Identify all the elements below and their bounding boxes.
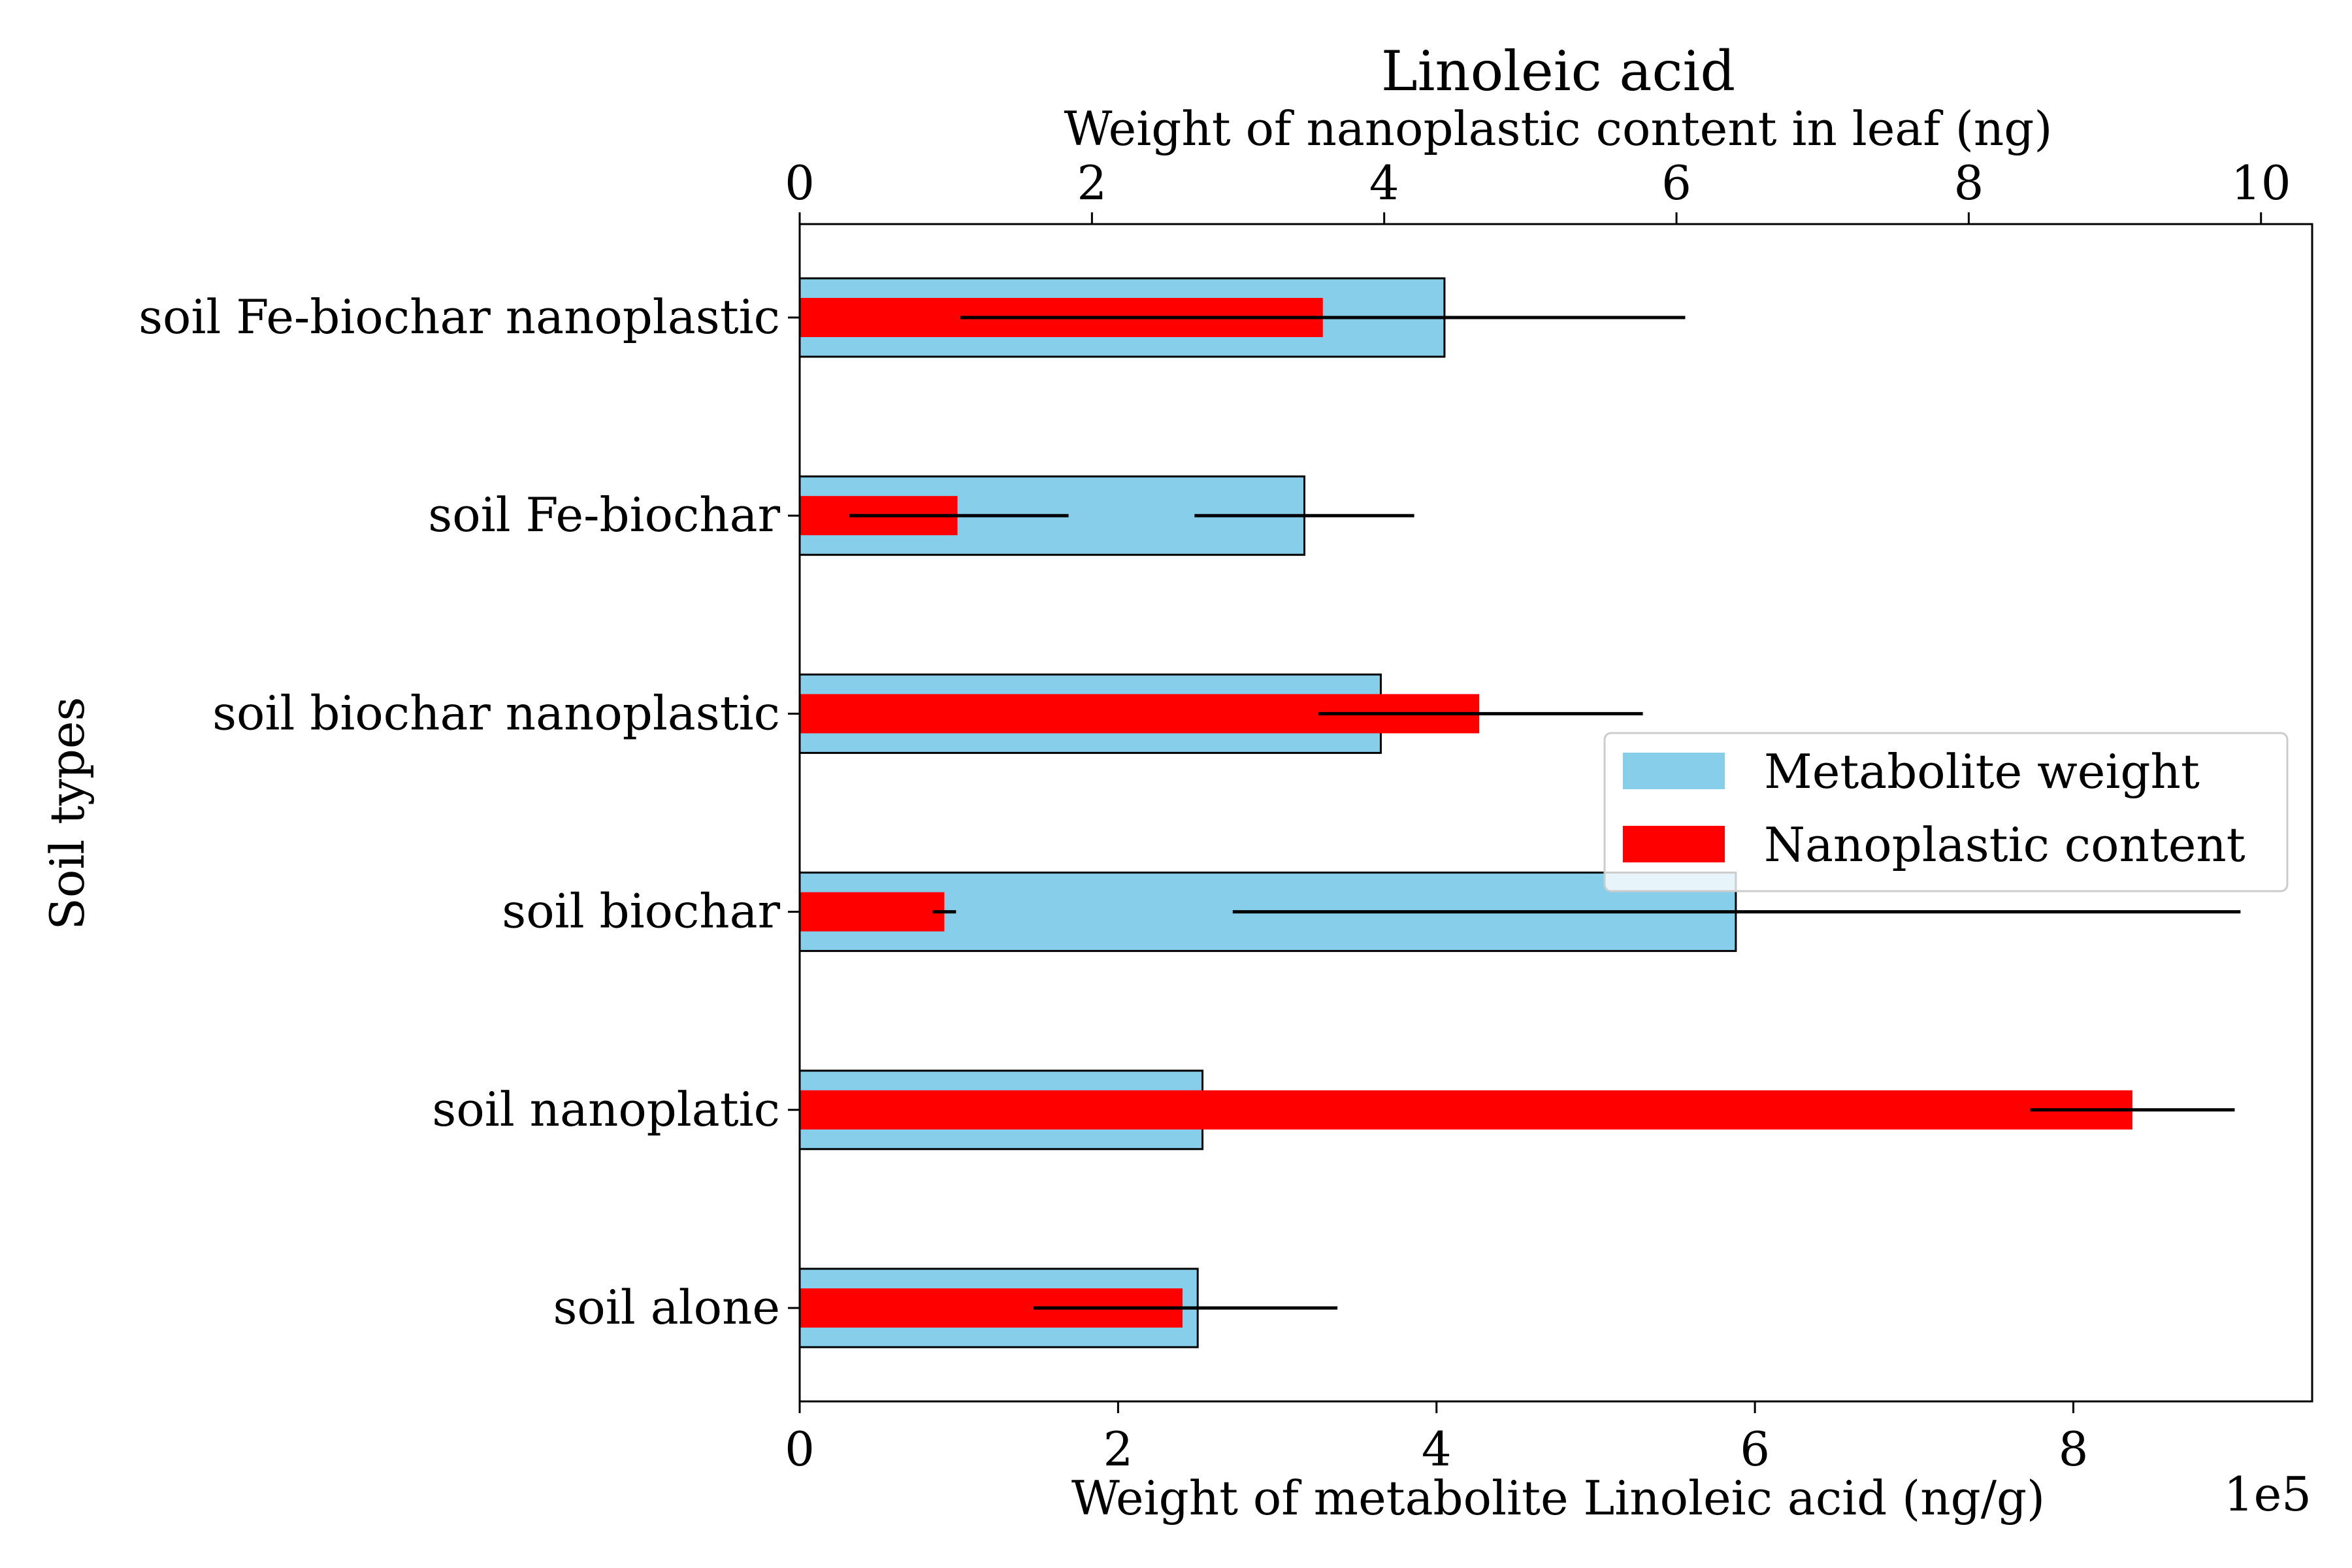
bar-nanoplastic xyxy=(800,1090,2132,1130)
top-tick-label: 6 xyxy=(1661,155,1691,210)
top-axis-ticks: 0 2 4 6 8 10 xyxy=(785,155,2291,224)
top-axis-label: Weight of nanoplastic content in leaf (n… xyxy=(1064,101,2053,156)
nanoplastic-bars xyxy=(800,298,2132,1328)
bottom-axis-offset-text: 1e5 xyxy=(2224,1467,2311,1522)
bottom-tick-label: 8 xyxy=(2059,1422,2089,1477)
legend-frame xyxy=(1603,732,2289,892)
y-axis-label: Soil types xyxy=(40,697,95,930)
y-axis-ticks: soil alone soil nanoplatic soil biochar soi… xyxy=(139,289,800,1335)
bottom-axis-ticks: 0 2 4 6 8 xyxy=(785,1401,2088,1477)
y-tick-label: soil Fe-biochar nanoplastic xyxy=(139,289,780,344)
bottom-axis-label: Weight of metabolite Linoleic acid (ng/g… xyxy=(1071,1471,2045,1526)
y-tick-label: soil biochar nanoplastic xyxy=(212,685,780,740)
bottom-tick-label: 2 xyxy=(1103,1422,1133,1477)
legend-label-metabolite: Metabolite weight xyxy=(1764,744,2200,799)
y-tick-label: soil nanoplatic xyxy=(432,1082,780,1137)
bottom-tick-label: 0 xyxy=(785,1422,815,1477)
bottom-tick-label: 6 xyxy=(1740,1422,1770,1477)
top-tick-label: 10 xyxy=(2231,155,2291,210)
y-tick-label: soil Fe-biochar xyxy=(428,487,780,542)
bar-nanoplastic xyxy=(800,892,945,932)
top-tick-label: 4 xyxy=(1369,155,1399,210)
chart-title: Linoleic acid xyxy=(1381,39,1735,103)
legend-label-nanoplastic: Nanoplastic content xyxy=(1764,817,2246,872)
bottom-tick-label: 4 xyxy=(1422,1422,1452,1477)
error-bars xyxy=(849,316,2241,1310)
legend: Metabolite weight Nanoplastic content xyxy=(1603,732,2289,892)
y-tick-label: soil alone xyxy=(553,1280,780,1335)
top-tick-label: 2 xyxy=(1077,155,1107,210)
y-tick-label: soil biochar xyxy=(502,884,780,939)
legend-swatch-metabolite xyxy=(1623,753,1725,789)
top-tick-label: 0 xyxy=(785,155,815,210)
top-tick-label: 8 xyxy=(1953,155,1984,210)
plot-frame xyxy=(798,223,2313,1403)
legend-swatch-nanoplastic xyxy=(1623,826,1725,862)
